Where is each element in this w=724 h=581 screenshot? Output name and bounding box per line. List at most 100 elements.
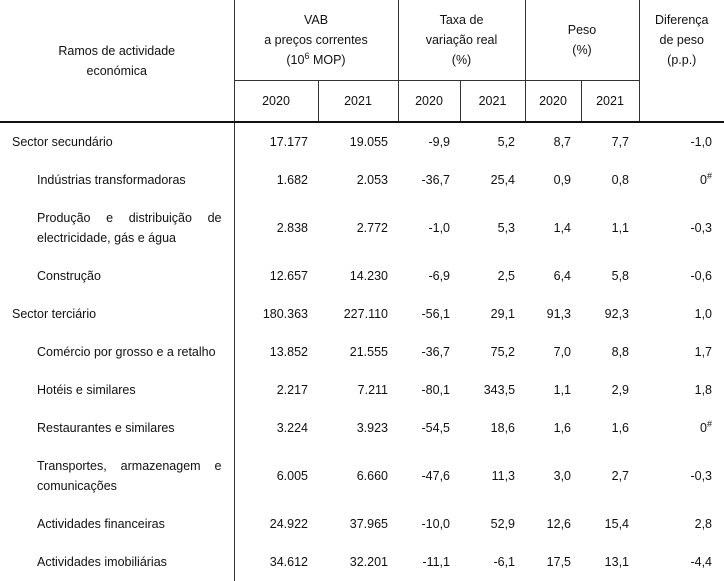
table-row: Sector terciário 180.363 227.110 -56,1 29,1 9…	[0, 295, 724, 333]
cell-value: 3.923	[356, 421, 388, 435]
table-body: Sector secundário 17.177 19.055 -9,9 5,2 8,7 7…	[0, 122, 724, 581]
cell-peso-2021: 1,1	[581, 199, 639, 257]
cell-value: 92,3	[604, 307, 630, 321]
row-label-text: Comércio por grosso e a retalho	[37, 345, 216, 359]
header-year-peso-2020: 2020	[525, 80, 582, 122]
cell-value: -6,1	[493, 555, 516, 569]
cell-value: 17.177	[269, 135, 308, 149]
cell-taxa-2020: -11,1	[398, 543, 460, 581]
row-label: Indústrias transformadoras	[0, 161, 235, 199]
cell-taxa-2021: 5,3	[460, 199, 525, 257]
cell-value: -9,9	[428, 135, 450, 149]
cell-value: 13.852	[269, 345, 308, 359]
cell-diferenca: 0#	[639, 161, 724, 199]
cell-diferenca: -0,3	[639, 447, 724, 505]
header-year-taxa-2021: 2021	[460, 80, 526, 122]
cell-taxa-2021: 343,5	[460, 371, 525, 409]
cell-peso-2021: 13,1	[581, 543, 639, 581]
cell-taxa-2020: -36,7	[398, 333, 460, 371]
cell-value: 37.965	[349, 517, 388, 531]
cell-value: 5,3	[497, 221, 516, 235]
footnote-marker: #	[707, 170, 713, 181]
cell-value: -56,1	[421, 307, 451, 321]
cell-taxa-2020: -10,0	[398, 505, 460, 543]
cell-value: 2.217	[276, 383, 308, 397]
cell-value: 1.682	[276, 173, 308, 187]
header-taxa: Taxa de variação real (%)	[398, 0, 526, 81]
cell-vab-2021: 2.053	[318, 161, 398, 199]
cell-diferenca: -4,4	[639, 543, 724, 581]
header-year-peso-2021: 2021	[581, 80, 640, 122]
cell-value: -0,3	[690, 221, 713, 235]
cell-vab-2021: 227.110	[318, 295, 398, 333]
cell-diferenca: 1,8	[639, 371, 724, 409]
cell-value: 180.363	[262, 307, 308, 321]
row-label: Construção	[0, 257, 235, 295]
cell-value: 11,3	[491, 469, 516, 483]
row-label-text: Produção e distribuição de electricidade…	[37, 211, 222, 245]
cell-value: 6.660	[356, 469, 388, 483]
cell-value: 0,9	[553, 173, 572, 187]
cell-value: -11,1	[422, 555, 450, 569]
row-label: Comércio por grosso e a retalho	[0, 333, 235, 371]
cell-value: -54,5	[421, 421, 451, 435]
cell-peso-2021: 0,8	[581, 161, 639, 199]
cell-vab-2020: 2.838	[234, 199, 318, 257]
cell-taxa-2021: -6,1	[460, 543, 525, 581]
cell-value: 2,9	[611, 383, 630, 397]
cell-diferenca: -0,6	[639, 257, 724, 295]
row-label: Hotéis e similares	[0, 371, 235, 409]
row-label-text: Restaurantes e similares	[37, 421, 175, 435]
row-label: Sector secundário	[0, 122, 235, 161]
cell-diferenca: -0,3	[639, 199, 724, 257]
cell-value: 6.005	[276, 469, 308, 483]
cell-value: 0	[700, 173, 707, 187]
row-label: Transportes, armazenagem e comunicações	[0, 447, 235, 505]
cell-value: 21.555	[349, 345, 388, 359]
table-row: Hotéis e similares 2.217 7.211 -80,1 343,5 1,…	[0, 371, 724, 409]
cell-taxa-2020: -9,9	[398, 122, 460, 161]
table-row: Restaurantes e similares 3.224 3.923 -54,5 1…	[0, 409, 724, 447]
cell-vab-2020: 3.224	[234, 409, 318, 447]
cell-taxa-2020: -56,1	[398, 295, 460, 333]
cell-vab-2021: 21.555	[318, 333, 398, 371]
row-label-text: Sector secundário	[12, 135, 113, 149]
table-row: Actividades imobiliárias 34.612 32.201 -11,…	[0, 543, 724, 581]
cell-value: 7.211	[357, 383, 388, 397]
cell-peso-2021: 7,7	[581, 122, 639, 161]
table-row: Transportes, armazenagem e comunicações 6…	[0, 447, 724, 505]
cell-value: -0,6	[690, 269, 713, 283]
cell-diferenca: 2,8	[639, 505, 724, 543]
row-label: Actividades financeiras	[0, 505, 235, 543]
cell-value: 0,8	[611, 173, 630, 187]
cell-taxa-2021: 29,1	[460, 295, 525, 333]
header-year-vab-2021: 2021	[318, 80, 399, 122]
cell-value: 0	[700, 421, 707, 435]
cell-value: -80,1	[421, 383, 451, 397]
row-label-text: Transportes, armazenagem e comunicações	[37, 459, 222, 493]
cell-value: 75,2	[490, 345, 516, 359]
cell-taxa-2021: 52,9	[460, 505, 525, 543]
cell-peso-2020: 12,6	[525, 505, 581, 543]
cell-value: 5,8	[611, 269, 630, 283]
cell-value: 1,7	[694, 345, 713, 359]
cell-value: 6,4	[553, 269, 572, 283]
cell-value: 29,1	[490, 307, 516, 321]
cell-value: 7,0	[553, 345, 572, 359]
cell-vab-2021: 7.211	[318, 371, 398, 409]
row-label: Actividades imobiliárias	[0, 543, 235, 581]
row-label: Sector terciário	[0, 295, 235, 333]
cell-vab-2020: 24.922	[234, 505, 318, 543]
cell-value: 1,4	[553, 221, 572, 235]
cell-value: 1,1	[553, 383, 572, 397]
cell-vab-2020: 2.217	[234, 371, 318, 409]
cell-peso-2020: 91,3	[525, 295, 581, 333]
row-label-text: Construção	[37, 269, 101, 283]
cell-peso-2020: 1,4	[525, 199, 581, 257]
cell-value: 2.838	[276, 221, 308, 235]
row-label-text: Indústrias transformadoras	[37, 173, 186, 187]
cell-vab-2021: 32.201	[318, 543, 398, 581]
header-ramos: Ramos de actividade económica	[0, 0, 235, 122]
cell-value: 1,6	[611, 421, 630, 435]
